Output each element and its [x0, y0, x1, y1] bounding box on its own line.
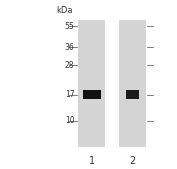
- Bar: [126, 90, 139, 99]
- Text: 17: 17: [65, 90, 74, 99]
- Text: 55: 55: [65, 22, 74, 31]
- Text: 2: 2: [129, 155, 136, 166]
- Text: 36: 36: [65, 43, 74, 52]
- Bar: [119, 20, 146, 147]
- Text: 10: 10: [65, 116, 74, 125]
- Text: 1: 1: [89, 155, 95, 166]
- Text: kDa: kDa: [56, 6, 73, 15]
- Bar: [83, 90, 101, 99]
- Bar: [78, 20, 105, 147]
- Text: 28: 28: [65, 61, 74, 70]
